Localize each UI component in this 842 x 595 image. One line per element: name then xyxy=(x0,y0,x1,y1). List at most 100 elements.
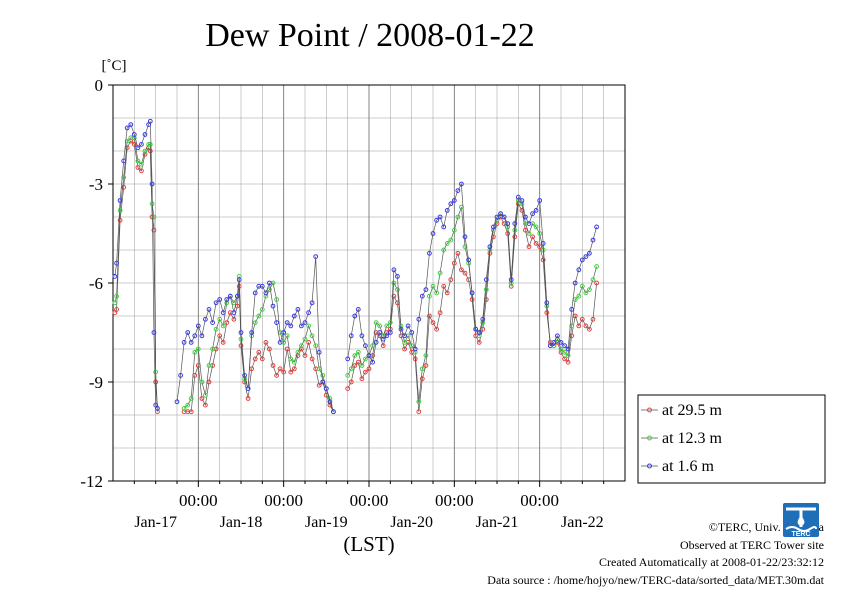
data-point xyxy=(288,323,294,329)
data-point xyxy=(523,227,528,233)
data-point xyxy=(121,158,127,164)
data-point xyxy=(267,346,272,352)
data-point xyxy=(508,277,514,283)
data-point xyxy=(441,224,447,230)
data-point xyxy=(423,287,429,293)
data-point xyxy=(348,366,354,372)
data-point xyxy=(178,373,184,378)
data-point xyxy=(590,316,596,322)
data-point xyxy=(590,277,596,283)
data-point xyxy=(533,208,539,213)
data-point xyxy=(313,343,319,349)
data-point xyxy=(313,254,319,260)
data-point xyxy=(487,244,493,250)
data-point xyxy=(530,211,535,217)
y-tick-label: -6 xyxy=(89,274,103,293)
data-point xyxy=(327,399,333,405)
data-point xyxy=(491,224,496,230)
data-point xyxy=(562,349,567,355)
data-point xyxy=(448,237,454,243)
data-point xyxy=(238,336,244,342)
data-point xyxy=(281,369,287,375)
data-point xyxy=(210,346,216,352)
data-point xyxy=(210,320,216,326)
data-point xyxy=(508,280,514,286)
data-point xyxy=(483,287,489,293)
data-point xyxy=(256,313,262,319)
data-point xyxy=(277,340,283,345)
data-point xyxy=(483,277,489,283)
data-point xyxy=(203,402,208,408)
data-point xyxy=(112,300,118,306)
data-point xyxy=(512,221,518,227)
data-point xyxy=(316,382,322,388)
data-point xyxy=(263,290,269,296)
data-point xyxy=(299,323,304,329)
data-point xyxy=(245,396,251,401)
data-point xyxy=(192,349,198,355)
data-point xyxy=(270,363,276,368)
data-point xyxy=(366,366,372,372)
data-point xyxy=(519,198,525,203)
data-point xyxy=(203,392,208,398)
data-point xyxy=(363,343,368,349)
day-label: Jan-19 xyxy=(305,514,348,531)
data-point xyxy=(135,165,141,170)
data-point xyxy=(579,257,585,263)
data-point xyxy=(523,214,528,220)
data-point xyxy=(185,330,191,335)
data-point xyxy=(151,330,157,335)
data-point xyxy=(220,323,226,329)
day-label: Jan-18 xyxy=(220,514,263,531)
data-point xyxy=(153,369,159,375)
day-label: Jan-22 xyxy=(561,514,604,531)
data-point xyxy=(416,399,422,405)
y-tick-label: -9 xyxy=(89,373,103,392)
data-point xyxy=(195,323,201,329)
legend-label: at 12.3 m xyxy=(662,430,723,447)
data-point xyxy=(352,313,358,319)
data-point xyxy=(384,333,390,339)
series-at-29-5-m xyxy=(112,138,599,415)
data-point xyxy=(423,363,429,368)
data-point xyxy=(235,293,240,299)
data-point xyxy=(199,396,205,401)
data-point xyxy=(121,184,127,190)
data-point xyxy=(153,379,159,385)
data-point xyxy=(352,353,358,359)
data-point xyxy=(135,145,141,151)
data-point xyxy=(594,280,599,286)
data-point xyxy=(199,379,205,385)
legend-label: at 1.6 m xyxy=(662,458,715,475)
data-point xyxy=(252,320,258,326)
data-point xyxy=(206,307,212,312)
data-point xyxy=(238,343,244,349)
data-point xyxy=(434,326,440,332)
data-point xyxy=(263,340,269,345)
x-tick-label: 00:00 xyxy=(520,491,559,510)
data-point xyxy=(430,231,436,236)
data-point xyxy=(306,323,312,329)
data-point xyxy=(366,353,372,359)
data-point xyxy=(473,326,479,332)
data-point xyxy=(242,373,248,378)
data-point xyxy=(236,277,242,283)
data-point xyxy=(348,333,354,339)
data-point xyxy=(220,340,226,345)
data-point xyxy=(345,386,351,392)
series-line xyxy=(183,276,334,412)
data-point xyxy=(469,297,475,302)
data-point xyxy=(231,310,237,316)
legend-marker xyxy=(647,435,652,441)
data-point xyxy=(569,333,575,339)
data-point xyxy=(288,356,294,362)
legend-marker xyxy=(647,407,652,413)
data-point xyxy=(192,333,198,339)
data-point xyxy=(395,274,400,279)
data-point xyxy=(594,224,599,230)
data-point xyxy=(195,346,201,352)
day-label: Jan-20 xyxy=(390,514,433,531)
data-point xyxy=(544,310,550,316)
data-point xyxy=(587,287,592,293)
data-point xyxy=(224,297,230,302)
